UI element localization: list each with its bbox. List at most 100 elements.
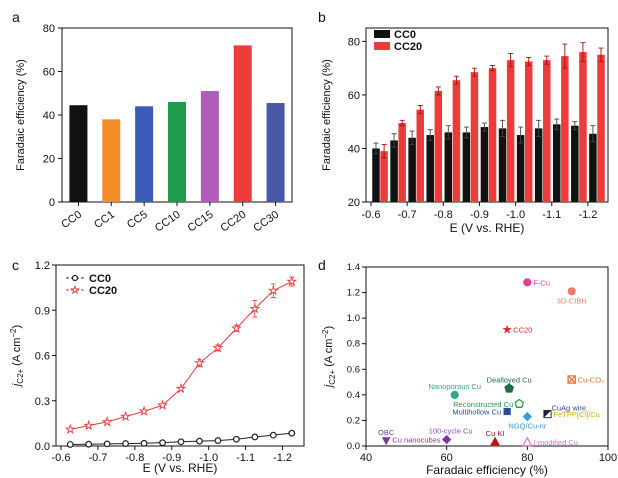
error-bar: [544, 55, 550, 65]
x-tick-label: -0.6: [362, 209, 381, 221]
point-cu-co-x: [567, 375, 576, 384]
x-tick-label: CC20: [219, 209, 249, 235]
plot-frame: [365, 266, 609, 447]
point-cu-nanocubes: [441, 434, 452, 445]
bar-cc0: [69, 105, 88, 202]
panel-letter: d: [318, 257, 326, 273]
point-cc20: [64, 423, 76, 435]
panel-letter: c: [12, 257, 19, 273]
point-cc0: [140, 439, 148, 447]
x-tick-label: -0.7: [88, 452, 107, 464]
point-cc0: [159, 439, 166, 447]
series-line-cc20: [70, 281, 292, 430]
x-tick-label: -1.0: [506, 209, 525, 221]
bar-cc20: [543, 60, 551, 202]
y-tick-label: 0.8: [347, 339, 360, 350]
error-bar: [481, 122, 487, 132]
y-axis-label: jC2+ (A cm−2): [321, 326, 337, 389]
bar-cc20: [470, 72, 479, 203]
bar-cc20: [434, 90, 443, 202]
point-cu-co: [567, 375, 576, 384]
point-nanoporous-cu: [450, 390, 459, 399]
legend-label-cc0: CC0: [89, 273, 111, 285]
point-label-ngq-cu-nr: NGQ/Cu-nr: [508, 422, 546, 431]
point-label-cu-ki: Cu KI: [486, 429, 505, 438]
x-tick-label: -1.1: [542, 209, 561, 221]
point-cc20: [267, 284, 279, 296]
y-tick-label: 80: [348, 36, 360, 48]
point-i-modified-cu: [522, 436, 533, 447]
y-axis-label: Faradaic efficiency (%): [15, 59, 27, 171]
point-cc20: [502, 324, 513, 334]
y-tick-label: 1.2: [35, 260, 50, 272]
x-tick-label: CC10: [153, 209, 183, 235]
x-tick-label: -0.6: [52, 452, 71, 464]
bar-cc0: [372, 148, 380, 202]
bar-cc5: [135, 106, 154, 202]
y-tick-label: 40: [43, 110, 55, 122]
x-tick-label: -1.0: [199, 452, 218, 464]
panel-letter: b: [318, 9, 326, 25]
y-tick-label: 0: [49, 197, 55, 209]
point-cc0: [85, 440, 93, 448]
point-label-dealloyed-cu: Dealloyed Cu: [487, 375, 532, 384]
bar-cc15: [200, 91, 219, 202]
point-ngq-cu-nr: [522, 411, 533, 422]
bar-cc0: [444, 132, 453, 202]
bar-cc0: [571, 125, 579, 202]
bar-cc20: [524, 61, 533, 202]
point-cc20: [120, 410, 132, 422]
point-cc20: [249, 302, 261, 314]
point-label-reconstructed-cu: Reconstructed Cu: [453, 400, 513, 409]
x-axis-label: Faradaic efficiency (%): [426, 463, 548, 477]
point-cc20: [157, 399, 169, 410]
point-cc20: [101, 416, 113, 427]
point-multihollow-cu: [503, 407, 511, 416]
error-bar: [445, 125, 451, 140]
bar-cc0: [553, 124, 561, 202]
point-label-i-modified-cu: I-modified Cu: [533, 438, 578, 447]
x-axis-label: E (V vs. RHE): [450, 221, 525, 235]
point-cu-co-box: [567, 375, 576, 384]
bar-cc20: [452, 80, 461, 202]
point-label-multihollow-cu: Multihollow Cu: [452, 407, 501, 416]
legend-swatch-cc0: [374, 30, 390, 38]
y-tick-label: 60: [348, 90, 360, 102]
x-tick-label: CC5: [125, 209, 150, 231]
y-tick-label: 0.6: [35, 351, 50, 363]
point-cc20: [175, 382, 187, 394]
y-tick-label: 0.0: [35, 441, 50, 453]
bar-cc20: [416, 109, 424, 202]
bar-cc20: [398, 123, 406, 202]
point-cc20: [230, 322, 242, 334]
error-bar: [580, 42, 586, 62]
y-tick-label: 0.0: [347, 441, 360, 452]
error-bar: [526, 56, 532, 66]
bar-cc10: [168, 101, 186, 202]
x-tick-label: -0.8: [125, 452, 144, 464]
x-tick-label: CC30: [251, 209, 281, 235]
point-fetpp-cl-cu-fill: [543, 410, 552, 418]
bar-cc0: [426, 135, 434, 202]
error-bar: [463, 126, 469, 139]
panel-c: c 0.0 0.3 0.6 0.9 1.2 -0.6 -0.7 -0.8 -0.9 -1.0 -1.1…: [9, 257, 305, 475]
x-tick-label: CC1: [92, 209, 117, 231]
error-bar: [373, 142, 379, 155]
legend-label-cc20: CC20: [394, 41, 422, 53]
panel-b: b 20 40 60 80 -0.6 -0.7 -0.8 -0.9 -1.0 -1.1 -1.2 Far…: [318, 9, 609, 235]
x-tick-label: 60: [441, 452, 453, 464]
error-bar: [536, 119, 542, 137]
point-cc0: [251, 433, 259, 441]
bar-cc0: [516, 135, 525, 202]
point-label-cc20: CC20: [513, 326, 532, 335]
y-tick-label: 0.6: [347, 364, 360, 375]
panel-d: d 0.0 0.2 0.4 0.6 0.8 1.0 1.2 1.4 40 60 80 100 jC2+ (…: [318, 257, 617, 477]
error-bar: [500, 119, 506, 137]
y-axis-label: jC2+ (A cm−2): [9, 325, 25, 388]
legend-swatch-cc20: [374, 42, 390, 50]
point-dealloyed-cu: [504, 383, 515, 393]
bar-cc20: [506, 60, 515, 202]
error-bar: [562, 43, 568, 69]
error-bar: [409, 130, 415, 145]
y-tick-label: 1.0: [347, 313, 360, 324]
